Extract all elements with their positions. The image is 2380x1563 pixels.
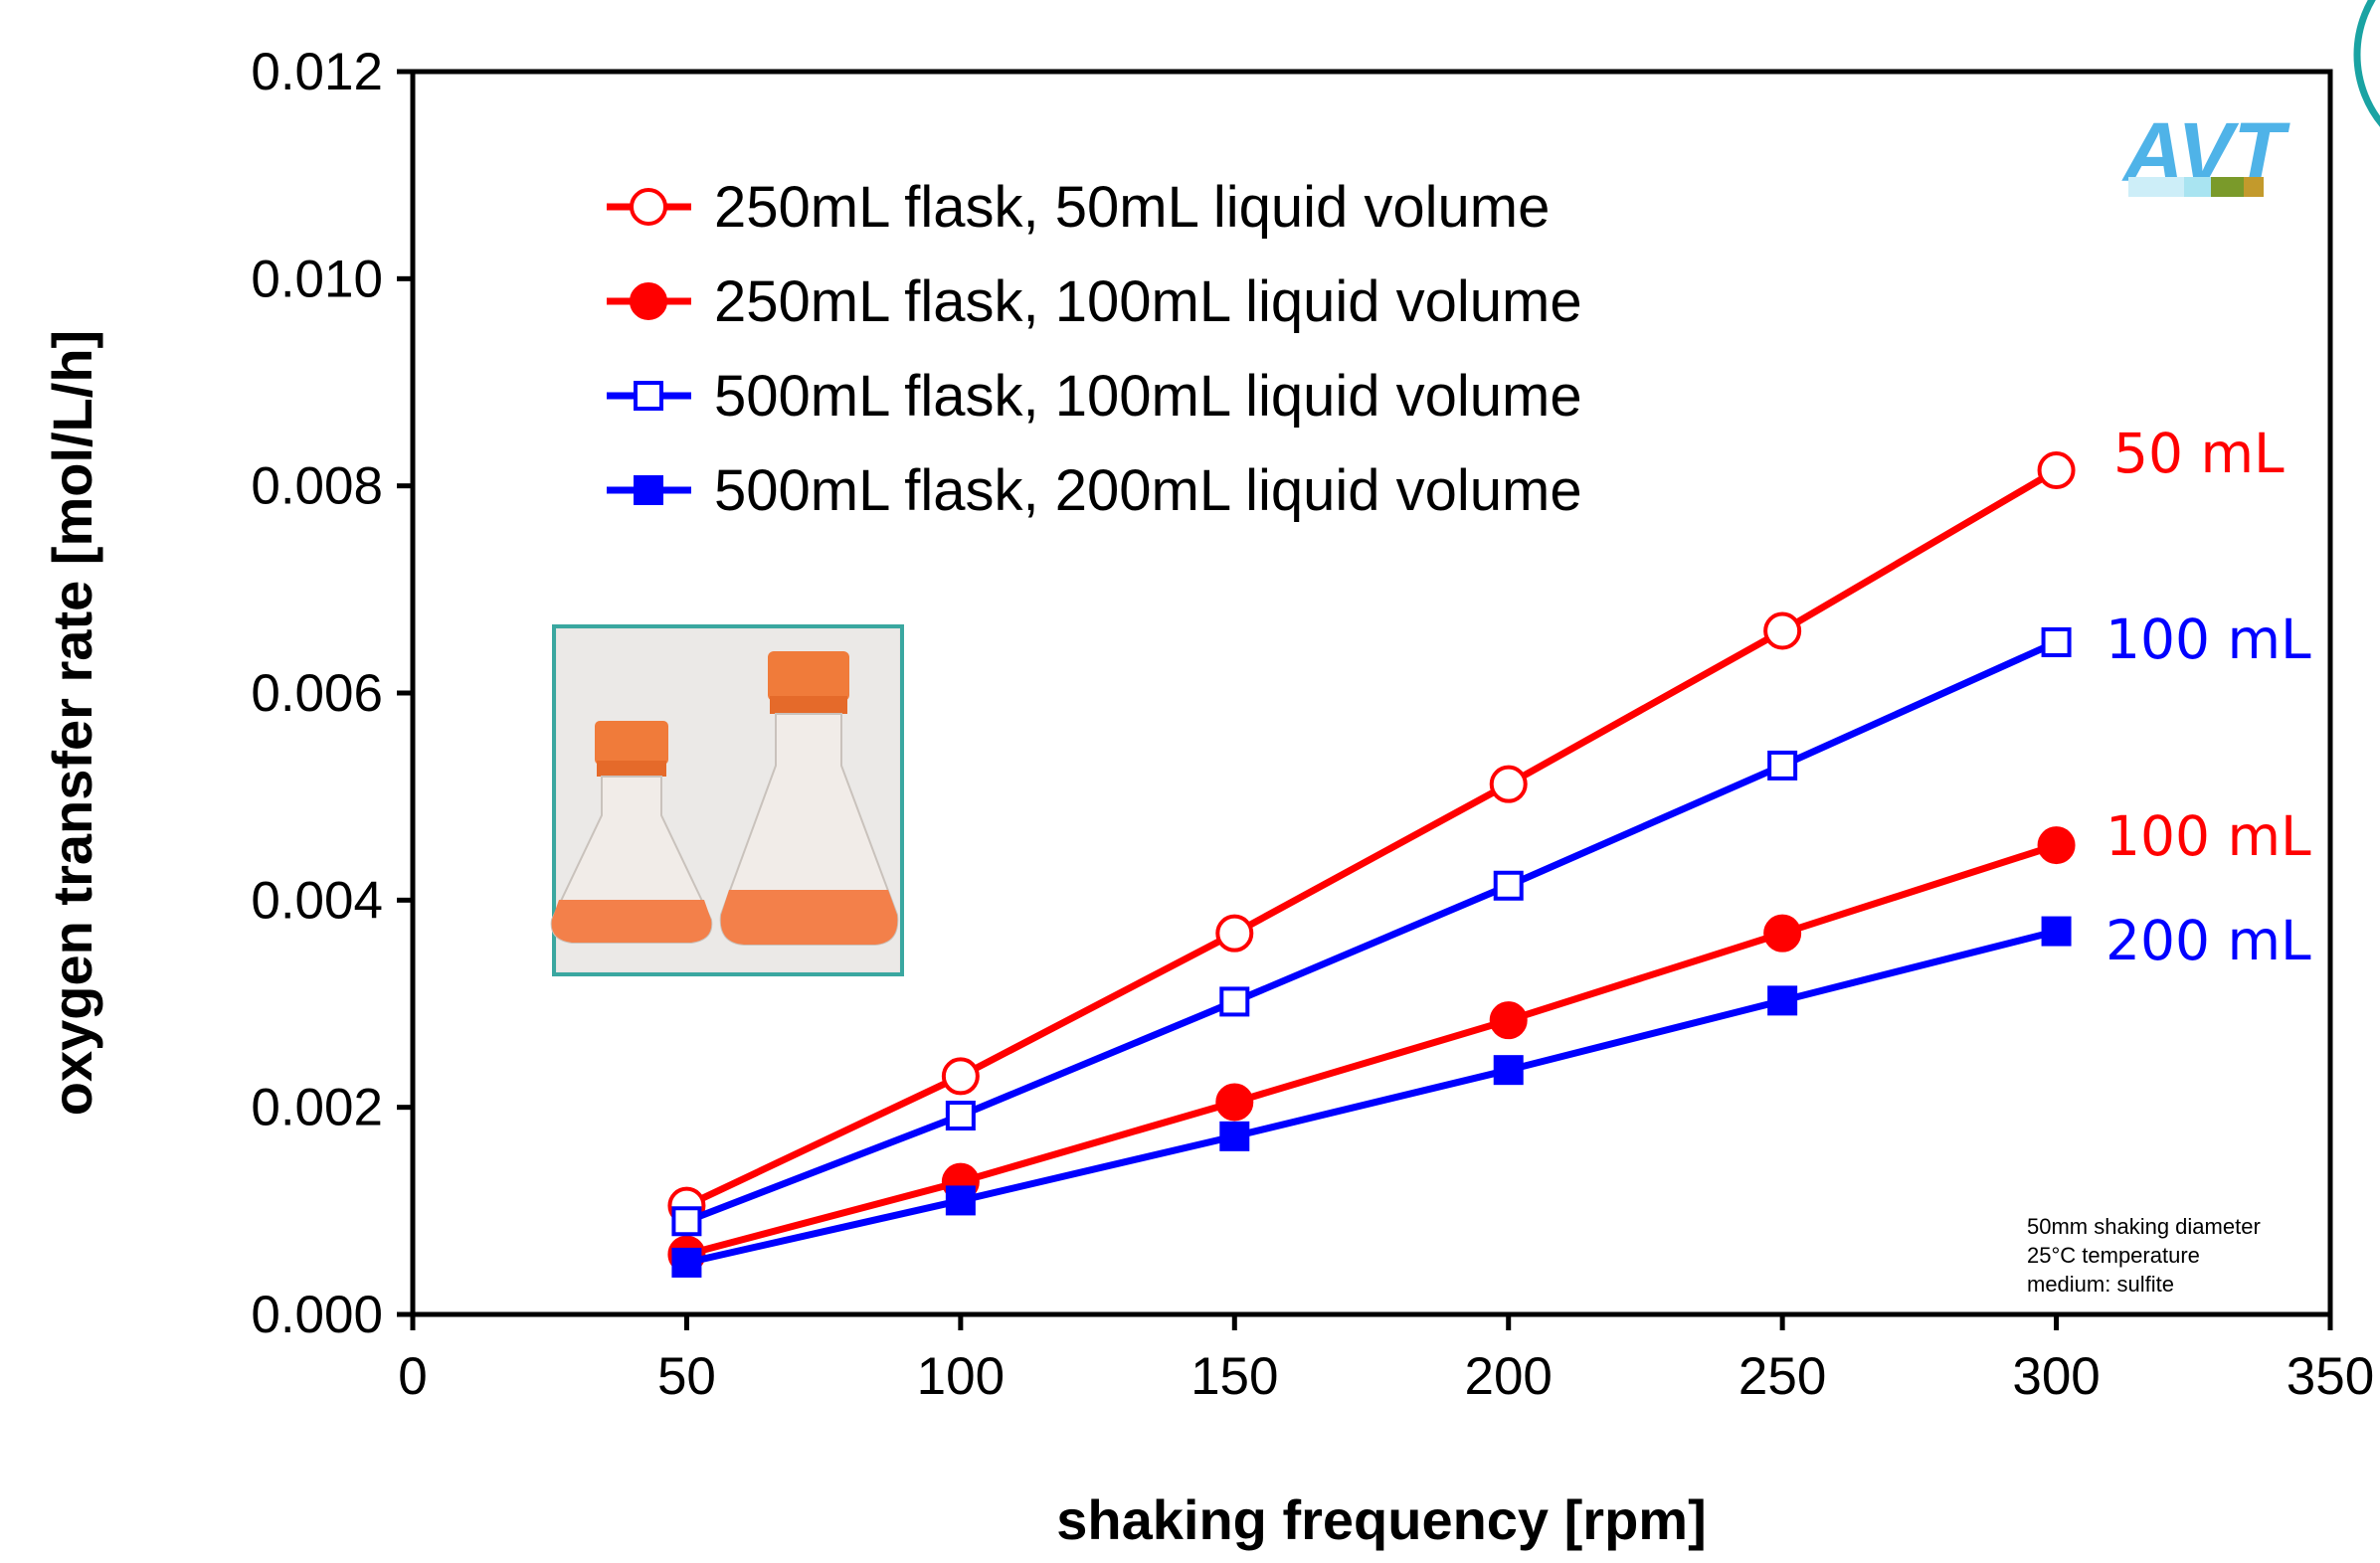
data-point [1215, 914, 1254, 953]
series-250ml-50ml [667, 451, 2076, 1225]
data-point [945, 1101, 976, 1130]
end-label: 50 mL [2113, 422, 2285, 485]
y-tick-label: 0.000 [251, 1286, 383, 1344]
series-500ml-100ml [671, 626, 2072, 1237]
end-label: 200 mL [2105, 909, 2311, 972]
legend-label: 250mL flask, 50mL liquid volume [714, 175, 1550, 240]
data-point [671, 1206, 702, 1237]
data-point [1219, 1121, 1250, 1151]
axes: 0.000 0.002 0.004 0.006 0.008 0.010 0.012 0 50 10… [41, 43, 2374, 1551]
legend-item: 500mL flask, 100mL liquid volume [607, 364, 1582, 429]
end-label: 100 mL [2105, 608, 2311, 671]
data-point [1767, 985, 1798, 1016]
x-axis-title: shaking frequency [rpm] [1056, 1488, 1706, 1551]
legend-marker [630, 188, 667, 226]
series-layer [667, 451, 2076, 1278]
x-tick-label: 250 [1739, 1347, 1826, 1406]
note-shaking-diameter: 50mm shaking diameter [2027, 1214, 2261, 1239]
flasks-photo-icon [550, 624, 904, 976]
y-tick-label: 0.008 [251, 457, 383, 516]
x-tick-label: 0 [398, 1347, 427, 1406]
x-tick-label: 300 [2012, 1347, 2100, 1406]
x-tick-label: 350 [2287, 1347, 2374, 1406]
data-point [1493, 1055, 1524, 1086]
legend-marker [634, 475, 663, 505]
data-point [1493, 870, 1524, 901]
data-point [1489, 1001, 1528, 1040]
legend-item: 250mL flask, 100mL liquid volume [607, 269, 1582, 334]
y-axis-title: oxygen transfer rate [mol/L/h] [41, 330, 103, 1116]
x-tick-label: 50 [657, 1347, 716, 1406]
note-medium: medium: sulfite [2027, 1272, 2174, 1297]
data-point [1489, 765, 1528, 803]
data-point [1215, 1083, 1254, 1122]
legend-label: 500mL flask, 100mL liquid volume [714, 364, 1582, 429]
data-point [1767, 750, 1798, 781]
legend-marker [630, 282, 667, 320]
legend-item: 250mL flask, 50mL liquid volume [607, 175, 1550, 240]
y-tick-label: 0.012 [251, 43, 383, 101]
y-tick-label: 0.002 [251, 1079, 383, 1137]
data-point [671, 1247, 702, 1278]
end-labels: 50 mL 100 mL 100 mL 200 mL [2105, 422, 2311, 972]
data-point [945, 1185, 976, 1216]
data-point [1763, 611, 1802, 650]
data-point [2041, 916, 2072, 947]
data-point [1763, 914, 1802, 953]
x-tick-label: 100 [917, 1347, 1005, 1406]
data-point [1219, 986, 1250, 1017]
x-tick-label: 150 [1190, 1347, 1278, 1406]
series-line [684, 467, 2059, 1209]
series-line [685, 638, 2059, 1225]
legend-item: 500mL flask, 200mL liquid volume [607, 458, 1582, 523]
data-point [941, 1057, 980, 1096]
data-point [2041, 626, 2072, 657]
data-point [2037, 826, 2076, 865]
series-line [685, 841, 2058, 1258]
note-temperature: 25°C temperature [2027, 1243, 2200, 1268]
legend-label: 500mL flask, 200mL liquid volume [714, 458, 1582, 523]
y-tick-label: 0.004 [251, 871, 383, 930]
y-tick-label: 0.010 [251, 250, 383, 308]
series-line [685, 928, 2058, 1267]
corner-circle-icon [2353, 0, 2380, 127]
data-point [2037, 451, 2076, 490]
series-500ml-200ml [671, 916, 2072, 1278]
legend-marker [634, 381, 663, 411]
legend: 250mL flask, 50mL liquid volume 250mL fla… [607, 175, 1582, 523]
avt-logo: AVT [2121, 105, 2290, 199]
y-tick-label: 0.006 [251, 664, 383, 723]
end-label: 100 mL [2105, 804, 2311, 868]
x-tick-label: 200 [1464, 1347, 1552, 1406]
chart-notes: 50mm shaking diameter 25°C temperature m… [2027, 1214, 2261, 1297]
legend-label: 250mL flask, 100mL liquid volume [714, 269, 1582, 334]
